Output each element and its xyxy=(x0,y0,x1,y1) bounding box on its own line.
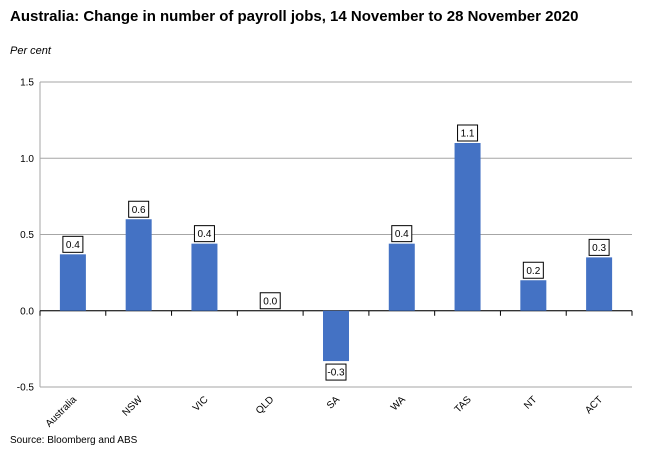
data-label: 1.1 xyxy=(461,129,475,140)
bar xyxy=(388,243,415,311)
chart-title: Australia: Change in number of payroll j… xyxy=(10,8,579,25)
y-tick-label: 1.5 xyxy=(20,78,34,89)
data-label-box xyxy=(128,200,150,218)
bar xyxy=(586,257,613,311)
x-tick-label: ACT xyxy=(583,394,605,416)
bar xyxy=(59,254,86,311)
y-tick-label: -0.5 xyxy=(17,383,35,394)
data-label: 0.3 xyxy=(592,243,606,254)
x-tick-label: SA xyxy=(325,394,342,411)
y-tick-label: 1.0 xyxy=(20,154,34,165)
data-label-box xyxy=(522,261,544,279)
data-label-box xyxy=(259,292,281,310)
data-label-box xyxy=(457,124,479,142)
x-tick-label: QLD xyxy=(254,394,276,416)
data-label: 0.6 xyxy=(132,205,146,216)
data-label: 0.2 xyxy=(526,266,540,277)
data-label-box xyxy=(193,225,215,243)
data-label: -0.3 xyxy=(327,368,345,379)
data-label: 0.4 xyxy=(66,240,80,251)
bar xyxy=(454,143,481,311)
x-tick-label: Australia xyxy=(44,394,80,430)
x-tick-label: TAS xyxy=(453,394,474,415)
source-note: Source: Bloomberg and ABS xyxy=(10,435,138,446)
x-tick-label: NSW xyxy=(121,394,146,419)
data-label-box xyxy=(62,235,84,253)
x-tick-label: WA xyxy=(389,394,408,413)
data-label-box xyxy=(391,225,413,243)
x-tick-label: VIC xyxy=(191,394,211,414)
bar xyxy=(125,219,152,311)
data-label: 0.4 xyxy=(395,229,409,240)
y-axis-unit-label: Per cent xyxy=(10,45,51,57)
x-tick-label: NT xyxy=(522,394,539,411)
y-tick-label: 0.5 xyxy=(20,230,34,241)
data-label-box xyxy=(325,363,347,381)
bar xyxy=(323,310,349,362)
data-label: 0.4 xyxy=(197,229,211,240)
data-label: 0.0 xyxy=(263,296,277,307)
data-label-box xyxy=(588,238,610,256)
bar xyxy=(520,280,547,311)
bar xyxy=(191,243,218,311)
y-tick-label: 0.0 xyxy=(20,306,34,317)
